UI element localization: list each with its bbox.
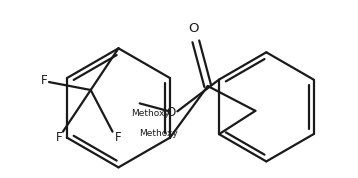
Text: O: O [166, 106, 175, 119]
Text: F: F [55, 131, 62, 144]
Text: F: F [115, 131, 122, 144]
Text: F: F [41, 74, 47, 87]
Text: Methoxy: Methoxy [131, 109, 169, 118]
Text: O: O [189, 22, 199, 35]
Text: Methoxy: Methoxy [139, 129, 178, 138]
